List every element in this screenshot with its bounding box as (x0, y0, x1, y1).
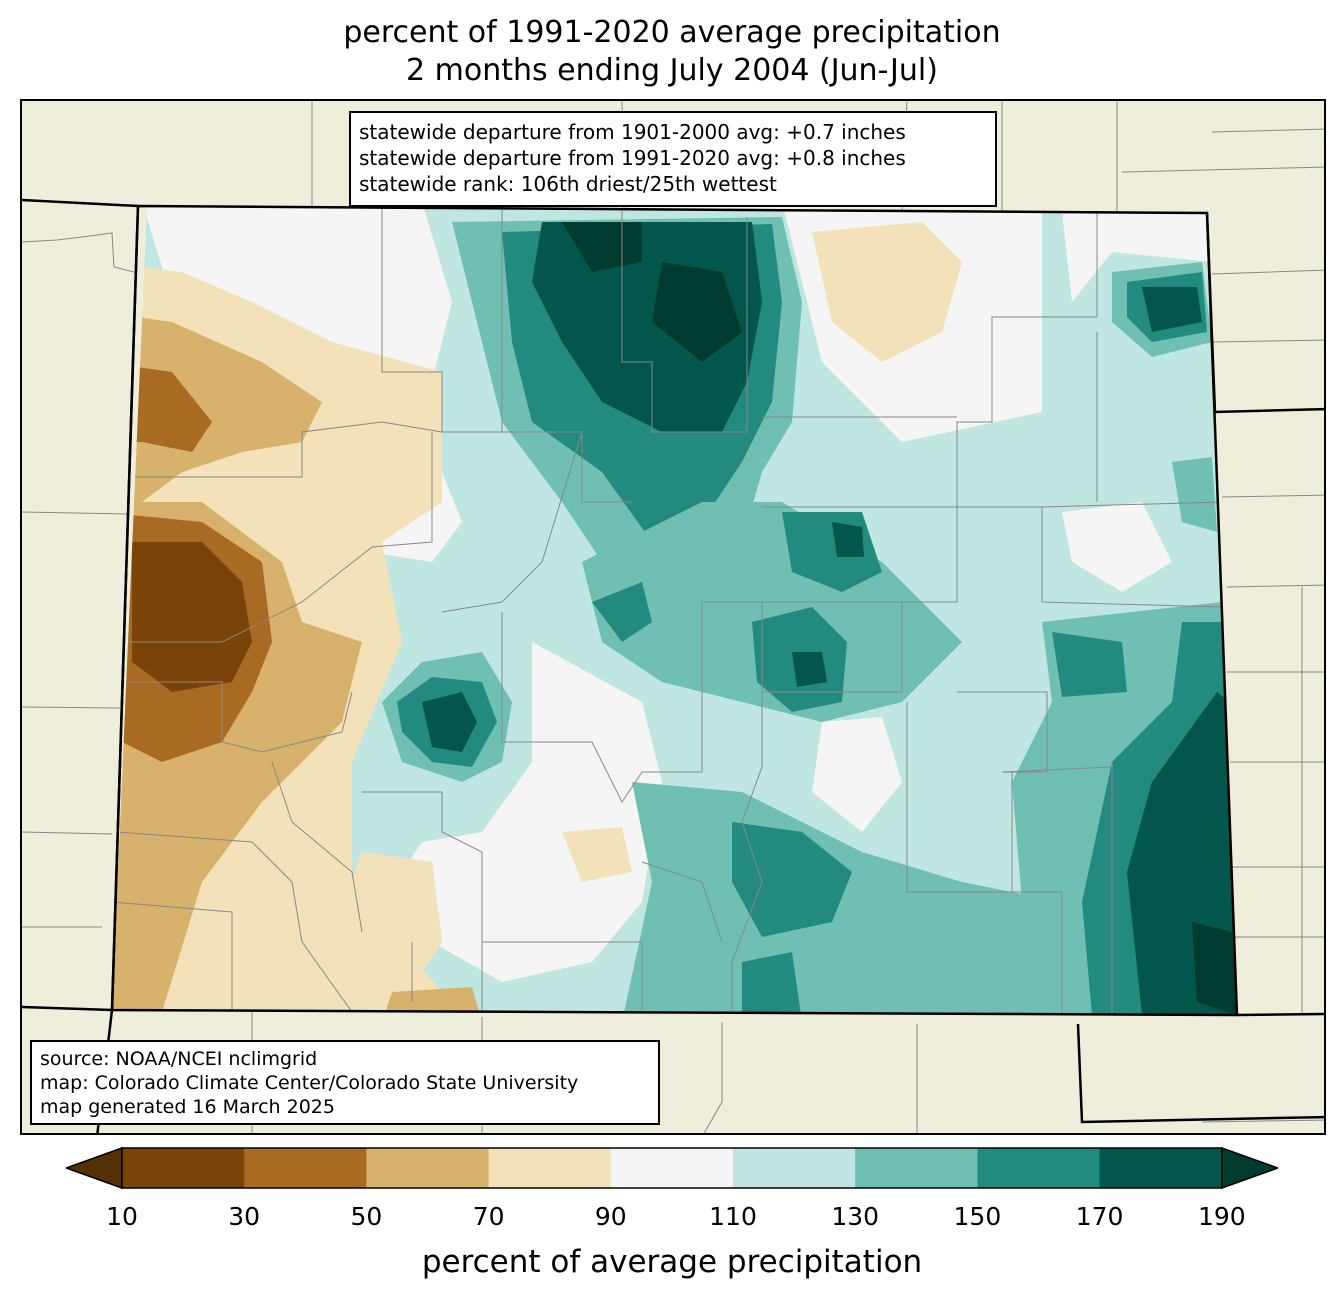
source-line: source: NOAA/NCEI nclimgrid (40, 1048, 318, 1070)
colorbar-tick-label: 150 (953, 1202, 1002, 1231)
stats-departure-1901-2000: statewide departure from 1901-2000 avg: … (359, 120, 906, 144)
colorbar-bin (610, 1148, 734, 1188)
colorado-precip-map (22, 101, 1324, 1133)
colorbar-bin (977, 1148, 1101, 1188)
statewide-stats-box: statewide departure from 1901-2000 avg: … (349, 111, 997, 207)
colorbar-outline (121, 1147, 1223, 1189)
generated-line: map generated 16 March 2025 (40, 1096, 335, 1118)
colorbar-tick-label: 130 (831, 1202, 880, 1231)
source-box: source: NOAA/NCEI nclimgrid map: Colorad… (30, 1040, 660, 1125)
colorado-county-lines (112, 207, 1223, 1015)
stats-departure-1991-2020: statewide departure from 1991-2020 avg: … (359, 146, 906, 170)
colorbar-tick-label: 50 (350, 1202, 383, 1231)
colorbar-tick-label: 30 (228, 1202, 261, 1231)
map-title: percent of 1991-2020 average precipitati… (343, 15, 1001, 50)
colorbar-bin (488, 1148, 612, 1188)
colorbar-tick-label: 10 (106, 1202, 138, 1231)
credit-line: map: Colorado Climate Center/Colorado St… (40, 1072, 579, 1094)
map-subtitle: 2 months ending July 2004 (Jun-Jul) (406, 53, 938, 88)
colorbar-tick-label: 190 (1197, 1202, 1246, 1231)
colorbar-tick-label: 70 (472, 1202, 505, 1231)
colorbar-bin (855, 1148, 978, 1188)
colorbar-extend-low (66, 1146, 123, 1190)
precip-field (112, 207, 1237, 1015)
colorbar-tick-label: 110 (709, 1202, 757, 1231)
colorbar-bin (733, 1148, 856, 1188)
colorbar-tick-label: 170 (1075, 1202, 1124, 1231)
colorbar-label: percent of average precipitation (421, 1244, 923, 1280)
colorbar-bin (244, 1148, 367, 1188)
colorbar-bin (1099, 1148, 1223, 1188)
colorbar-tick-label: 90 (594, 1202, 627, 1231)
colorbar-bin (366, 1148, 490, 1188)
colorbar-extend-high (1221, 1146, 1278, 1190)
map-panel (20, 99, 1326, 1135)
state-borders (22, 198, 1324, 1133)
colorbar (66, 1146, 1278, 1190)
colorbar-bin (122, 1148, 245, 1188)
stats-rank: statewide rank: 106th driest/25th wettes… (359, 172, 777, 196)
